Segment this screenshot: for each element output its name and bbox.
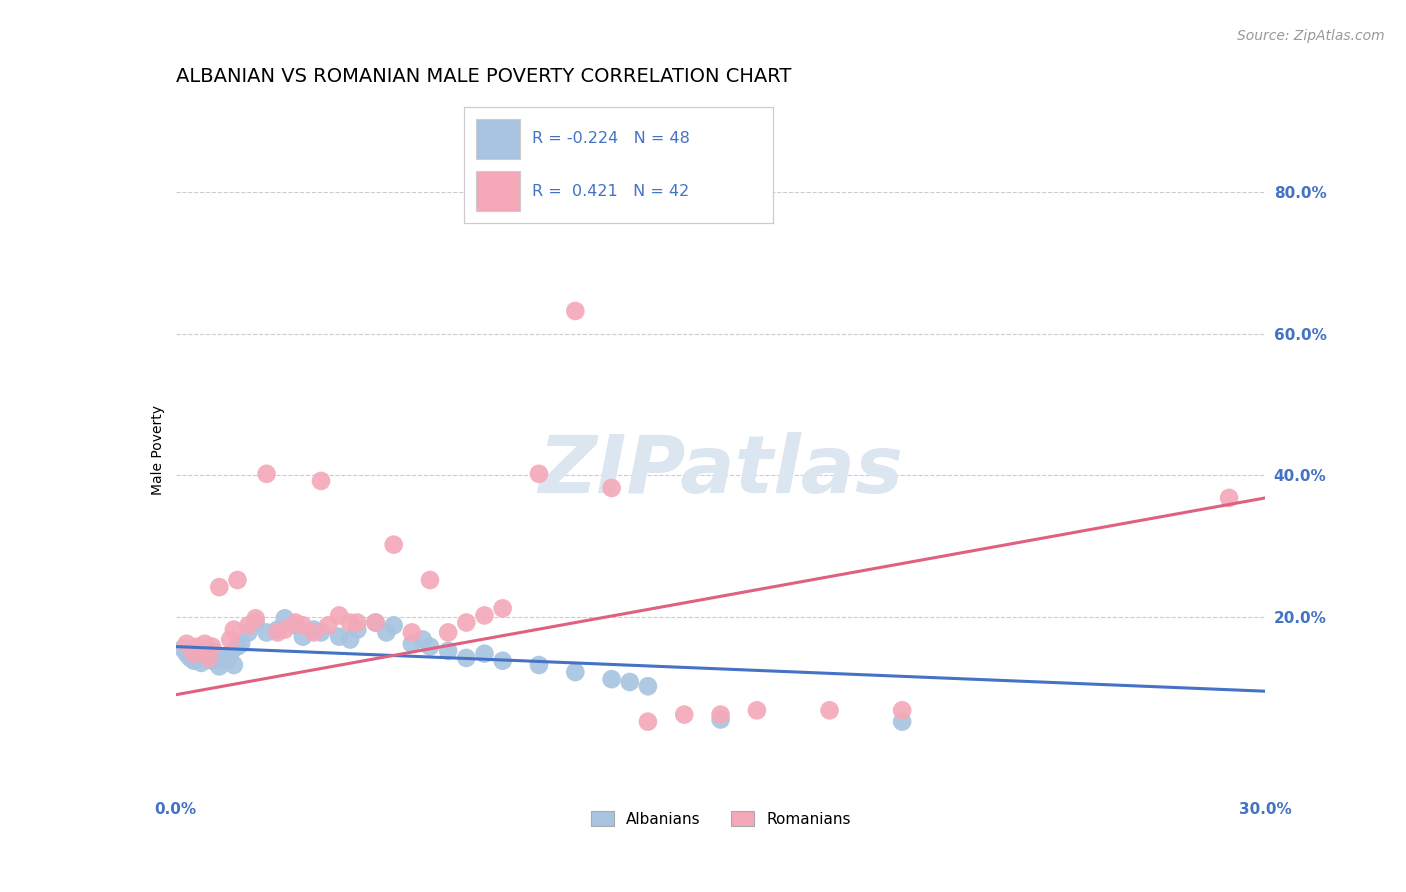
Point — [302, 623, 325, 637]
Point — [190, 656, 212, 670]
Point — [226, 573, 249, 587]
Point — [346, 623, 368, 637]
Point — [266, 623, 288, 637]
Point — [437, 625, 460, 640]
Point — [309, 625, 332, 640]
Point — [456, 651, 478, 665]
Point — [637, 714, 659, 729]
Point — [208, 659, 231, 673]
Point — [183, 654, 205, 668]
FancyBboxPatch shape — [477, 171, 520, 211]
Point — [710, 707, 733, 722]
Point — [256, 467, 278, 481]
Point — [186, 648, 209, 663]
Point — [190, 644, 212, 658]
Point — [600, 672, 623, 686]
Text: Source: ZipAtlas.com: Source: ZipAtlas.com — [1237, 29, 1385, 44]
Point — [201, 654, 224, 668]
Point — [284, 615, 307, 630]
Point — [564, 665, 586, 679]
Point — [215, 654, 238, 668]
Point — [382, 538, 405, 552]
Point — [183, 647, 205, 661]
Point — [204, 648, 226, 663]
Point — [673, 707, 696, 722]
Point — [364, 615, 387, 630]
Point — [564, 304, 586, 318]
Point — [219, 647, 242, 661]
Point — [179, 651, 201, 665]
Point — [619, 675, 641, 690]
Point — [492, 601, 515, 615]
Text: R = -0.224   N = 48: R = -0.224 N = 48 — [531, 131, 690, 146]
Point — [474, 608, 496, 623]
Point — [412, 632, 434, 647]
Point — [197, 651, 219, 665]
Point — [401, 637, 423, 651]
Point — [226, 640, 249, 654]
Y-axis label: Male Poverty: Male Poverty — [150, 406, 165, 495]
Point — [274, 623, 297, 637]
Point — [339, 615, 361, 630]
Point — [222, 623, 245, 637]
Point — [186, 640, 209, 654]
Point — [437, 644, 460, 658]
Point — [375, 625, 398, 640]
Point — [492, 654, 515, 668]
Point — [309, 474, 332, 488]
Point — [364, 615, 387, 630]
Point — [600, 481, 623, 495]
Point — [291, 630, 314, 644]
Point — [190, 645, 212, 659]
Point — [194, 647, 217, 661]
Legend: Albanians, Romanians: Albanians, Romanians — [583, 803, 858, 834]
Point — [291, 618, 314, 632]
Point — [201, 640, 224, 654]
Point — [231, 637, 253, 651]
Point — [302, 625, 325, 640]
Point — [208, 580, 231, 594]
Point — [382, 618, 405, 632]
Point — [256, 625, 278, 640]
Point — [346, 615, 368, 630]
Point — [194, 637, 217, 651]
Point — [176, 637, 198, 651]
Point — [245, 615, 267, 630]
Point — [197, 651, 219, 665]
Point — [339, 632, 361, 647]
Point — [284, 618, 307, 632]
Point — [318, 618, 340, 632]
Point — [637, 679, 659, 693]
Point — [238, 618, 260, 632]
Text: ZIPatlas: ZIPatlas — [538, 432, 903, 510]
Point — [266, 625, 288, 640]
Point — [274, 611, 297, 625]
Point — [1218, 491, 1240, 505]
Point — [212, 651, 235, 665]
Point — [328, 608, 350, 623]
Point — [745, 703, 768, 717]
FancyBboxPatch shape — [477, 119, 520, 159]
Point — [238, 625, 260, 640]
Point — [527, 658, 550, 673]
Text: ALBANIAN VS ROMANIAN MALE POVERTY CORRELATION CHART: ALBANIAN VS ROMANIAN MALE POVERTY CORREL… — [176, 67, 792, 86]
Point — [245, 611, 267, 625]
Point — [172, 641, 194, 656]
Point — [818, 703, 841, 717]
Point — [222, 658, 245, 673]
Point — [401, 625, 423, 640]
Point — [176, 647, 198, 661]
Point — [891, 703, 914, 717]
Point — [456, 615, 478, 630]
Point — [201, 644, 224, 658]
Point — [891, 714, 914, 729]
Point — [219, 632, 242, 647]
Point — [710, 713, 733, 727]
Point — [419, 640, 441, 654]
Text: R =  0.421   N = 42: R = 0.421 N = 42 — [531, 184, 689, 199]
Point — [527, 467, 550, 481]
Point — [474, 647, 496, 661]
Point — [419, 573, 441, 587]
Point — [328, 630, 350, 644]
